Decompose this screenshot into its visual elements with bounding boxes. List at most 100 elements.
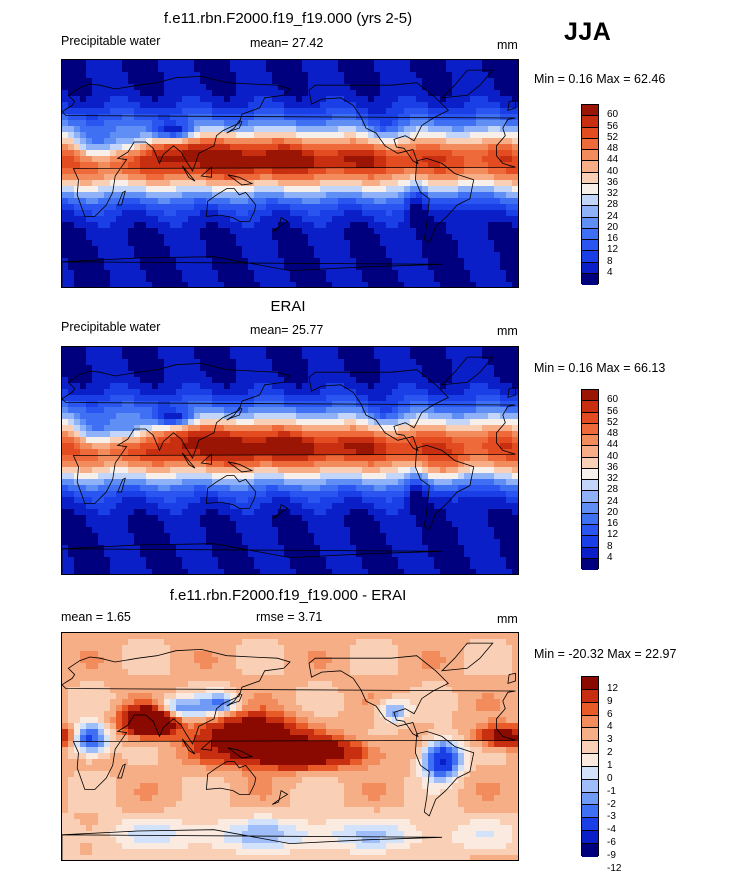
field-cell — [80, 389, 87, 396]
field-cell — [344, 180, 351, 187]
field-cell — [122, 467, 129, 474]
field-cell — [482, 377, 489, 384]
field-cell — [188, 126, 195, 133]
field-cell — [224, 270, 231, 277]
field-cell — [356, 228, 363, 235]
field-cell — [434, 120, 441, 127]
field-cell — [470, 371, 477, 378]
field-cell — [512, 413, 518, 420]
field-cell — [146, 485, 153, 492]
field-cell — [272, 138, 279, 145]
field-cell — [206, 126, 213, 133]
field-cell — [476, 150, 483, 157]
field-cell — [308, 138, 315, 145]
field-cell — [488, 491, 495, 498]
field-cell — [404, 108, 411, 115]
field-cell — [482, 222, 489, 229]
field-cell — [212, 150, 219, 157]
field-cell — [428, 174, 435, 181]
field-cell — [176, 485, 183, 492]
field-cell — [104, 156, 111, 163]
field-cell — [122, 216, 129, 223]
field-cell — [428, 240, 435, 247]
field-cell — [428, 383, 435, 390]
field-cell — [164, 156, 171, 163]
field-cell — [392, 413, 399, 420]
field-cell — [98, 234, 105, 241]
field-cell — [398, 407, 405, 414]
field-cell — [110, 138, 117, 145]
field-cell — [368, 389, 375, 396]
field-cell — [164, 210, 171, 217]
field-cell — [284, 102, 291, 109]
field-cell — [260, 66, 267, 73]
field-cell — [128, 192, 135, 199]
field-cell — [494, 371, 501, 378]
field-cell — [368, 138, 375, 145]
field-cell — [248, 132, 255, 139]
field-cell — [284, 270, 291, 277]
field-cell — [86, 252, 93, 259]
field-cell — [494, 425, 501, 432]
field-cell — [62, 240, 69, 247]
field-cell — [470, 431, 477, 438]
field-cell — [68, 96, 75, 103]
field-cell — [224, 431, 231, 438]
field-cell — [218, 108, 225, 115]
field-cell — [386, 102, 393, 109]
field-cell — [326, 156, 333, 163]
field-cell — [440, 198, 447, 205]
field-cell — [428, 258, 435, 265]
field-cell — [266, 461, 273, 468]
field-cell — [272, 210, 279, 217]
field-cell — [188, 419, 195, 426]
field-cell — [404, 491, 411, 498]
field-cell — [266, 377, 273, 384]
panel-2-variable-label: Precipitable water — [61, 320, 160, 334]
field-cell — [80, 485, 87, 492]
field-cell — [476, 270, 483, 277]
field-cell — [500, 102, 507, 109]
field-cell — [488, 138, 495, 145]
field-cell — [224, 276, 231, 283]
field-cell — [266, 413, 273, 420]
field-cell — [200, 66, 207, 73]
field-cell — [242, 419, 249, 426]
field-cell — [368, 168, 375, 175]
field-cell — [140, 437, 147, 444]
field-cell — [140, 270, 147, 277]
field-cell — [332, 353, 339, 360]
field-cell — [470, 66, 477, 73]
field-cell — [332, 126, 339, 133]
field-cell — [314, 437, 321, 444]
field-cell — [122, 102, 129, 109]
field-cell — [200, 371, 207, 378]
field-cell — [512, 84, 518, 91]
field-cell — [236, 144, 243, 151]
field-cell — [212, 216, 219, 223]
field-cell — [350, 365, 357, 372]
field-cell — [494, 174, 501, 181]
field-cell — [254, 276, 261, 283]
field-cell — [182, 485, 189, 492]
field-cell — [380, 461, 387, 468]
field-cell — [236, 108, 243, 115]
field-cell — [122, 168, 129, 175]
field-cell — [398, 467, 405, 474]
field-cell — [68, 353, 75, 360]
field-cell — [440, 395, 447, 402]
field-cell — [512, 485, 518, 492]
colorbar-tick-label: 52 — [607, 133, 618, 143]
field-cell — [344, 60, 351, 67]
field-cell — [410, 491, 417, 498]
field-cell — [272, 347, 279, 354]
field-cell — [92, 90, 99, 97]
field-cell — [464, 282, 471, 287]
field-cell — [194, 132, 201, 139]
field-cell — [140, 198, 147, 205]
field-cell — [374, 365, 381, 372]
field-cell — [320, 461, 327, 468]
field-cell — [140, 108, 147, 115]
field-cell — [284, 114, 291, 121]
field-cell — [230, 389, 237, 396]
